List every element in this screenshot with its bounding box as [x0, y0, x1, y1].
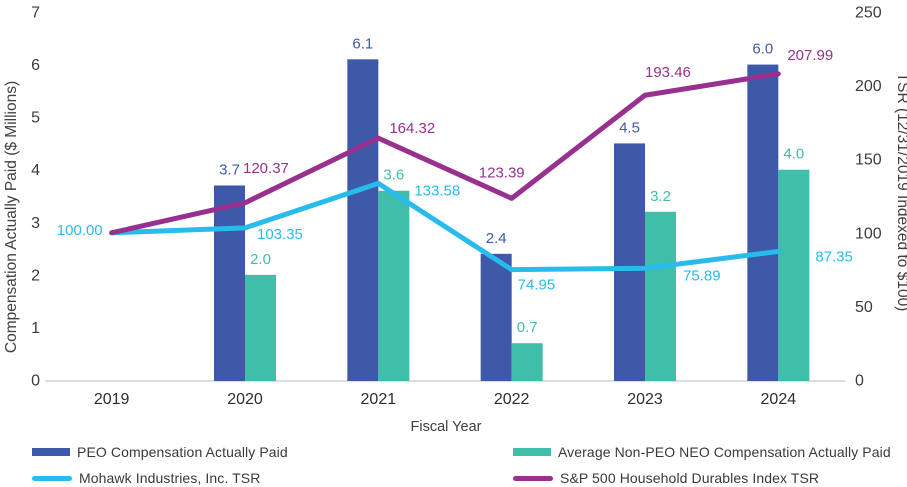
- category-label-2023: 2023: [627, 391, 663, 408]
- legend-swatch-purple-line: [513, 475, 553, 481]
- left-axis-tick-2: 2: [31, 267, 40, 284]
- legend-item-peo-compensation: PEO Compensation Actually Paid: [32, 444, 288, 460]
- right-axis-tick-150: 150: [855, 152, 882, 169]
- left-axis-tick-1: 1: [31, 320, 40, 337]
- legend-label-sp500-durables-tsr: S&P 500 Household Durables Index TSR: [560, 470, 820, 486]
- line-mohawk-tsr: [109, 180, 781, 273]
- bar-peo-2022: [480, 253, 512, 381]
- line-data-label: 100.00: [57, 222, 103, 239]
- line-data-label: 123.39: [479, 164, 525, 181]
- bar-peo-2023: [614, 143, 645, 381]
- legend-swatch-cyan-line: [32, 475, 72, 481]
- right-axis-tick-100: 100: [855, 225, 882, 242]
- bar-non-peo-neo-2023: [645, 211, 676, 381]
- legend-label-non-peo-neo-compensation: Average Non-PEO NEO Compensation Actuall…: [558, 444, 891, 460]
- bar-peo-2024: [747, 64, 779, 382]
- category-label-2021: 2021: [361, 391, 397, 408]
- line-data-label: 207.99: [787, 47, 833, 64]
- line-data-label: 103.35: [257, 226, 303, 243]
- line-data-label: 120.37: [243, 160, 289, 177]
- bar-data-label: 0.7: [517, 319, 538, 336]
- legend-label-mohawk-tsr: Mohawk Industries, Inc. TSR: [79, 470, 261, 486]
- bar-data-label: 6.0: [752, 41, 773, 58]
- line-data-label: 87.35: [815, 248, 853, 265]
- right-axis-title: TSR (12/31/2019 Indexed to $100): [894, 73, 907, 312]
- right-axis-tick-0: 0: [855, 373, 864, 390]
- bar-data-label: 3.7: [219, 161, 240, 178]
- right-axis-tick-50: 50: [855, 299, 873, 316]
- category-label-2024: 2024: [761, 391, 797, 408]
- bar-data-label: 4.0: [783, 146, 804, 163]
- combo-chart-plot: 3.7 6.1 2.4 4.5 6.0 2.0 3.6 0.7 3.2 4.0 100.00 103.…: [3, 5, 907, 436]
- category-label-2020: 2020: [227, 391, 263, 408]
- x-axis-title: Fiscal Year: [411, 419, 482, 435]
- line-data-label: 164.32: [389, 120, 435, 137]
- bar-non-peo-neo-2022: [511, 343, 543, 381]
- right-axis-tick-250: 250: [855, 5, 882, 22]
- bar-data-label: 3.2: [650, 188, 671, 205]
- bar-data-label: 6.1: [352, 35, 373, 52]
- legend-swatch-blue-bar: [32, 448, 70, 456]
- legend-item-sp500-durables-tsr: S&P 500 Household Durables Index TSR: [513, 470, 819, 486]
- left-axis-title: Compensation Actually Paid ($ Millions): [3, 81, 20, 353]
- left-axis-tick-3: 3: [31, 215, 40, 232]
- bar-non-peo-neo-2020: [245, 274, 276, 381]
- left-axis-tick-5: 5: [31, 110, 40, 127]
- left-axis-tick-7: 7: [31, 5, 40, 22]
- bar-data-label: 3.6: [383, 167, 404, 184]
- line-data-label: 193.46: [645, 64, 691, 81]
- bar-non-peo-neo-2021: [378, 190, 410, 381]
- bar-data-label: 4.5: [619, 119, 640, 136]
- line-sp500-durables-tsr: [109, 71, 781, 236]
- left-axis-tick-4: 4: [31, 162, 40, 179]
- right-axis-tick-200: 200: [855, 78, 882, 95]
- category-label-2019: 2019: [94, 391, 130, 408]
- legend-label-peo-compensation: PEO Compensation Actually Paid: [77, 444, 288, 460]
- bar-non-peo-neo-2024: [778, 169, 810, 381]
- line-data-label: 133.58: [414, 182, 460, 199]
- line-data-label: 74.95: [518, 277, 556, 294]
- legend-item-non-peo-neo-compensation: Average Non-PEO NEO Compensation Actuall…: [513, 444, 891, 460]
- line-data-label: 75.89: [683, 267, 721, 284]
- legend-item-mohawk-tsr: Mohawk Industries, Inc. TSR: [32, 470, 260, 486]
- bar-data-label: 2.0: [250, 251, 271, 268]
- bar-data-label: 2.4: [486, 230, 507, 247]
- left-axis-tick-6: 6: [31, 57, 40, 74]
- bar-peo-2020: [214, 185, 245, 381]
- category-label-2022: 2022: [494, 391, 530, 408]
- left-axis-tick-0: 0: [31, 373, 40, 390]
- legend-swatch-teal-bar: [513, 448, 551, 456]
- bar-peo-2021: [347, 59, 379, 382]
